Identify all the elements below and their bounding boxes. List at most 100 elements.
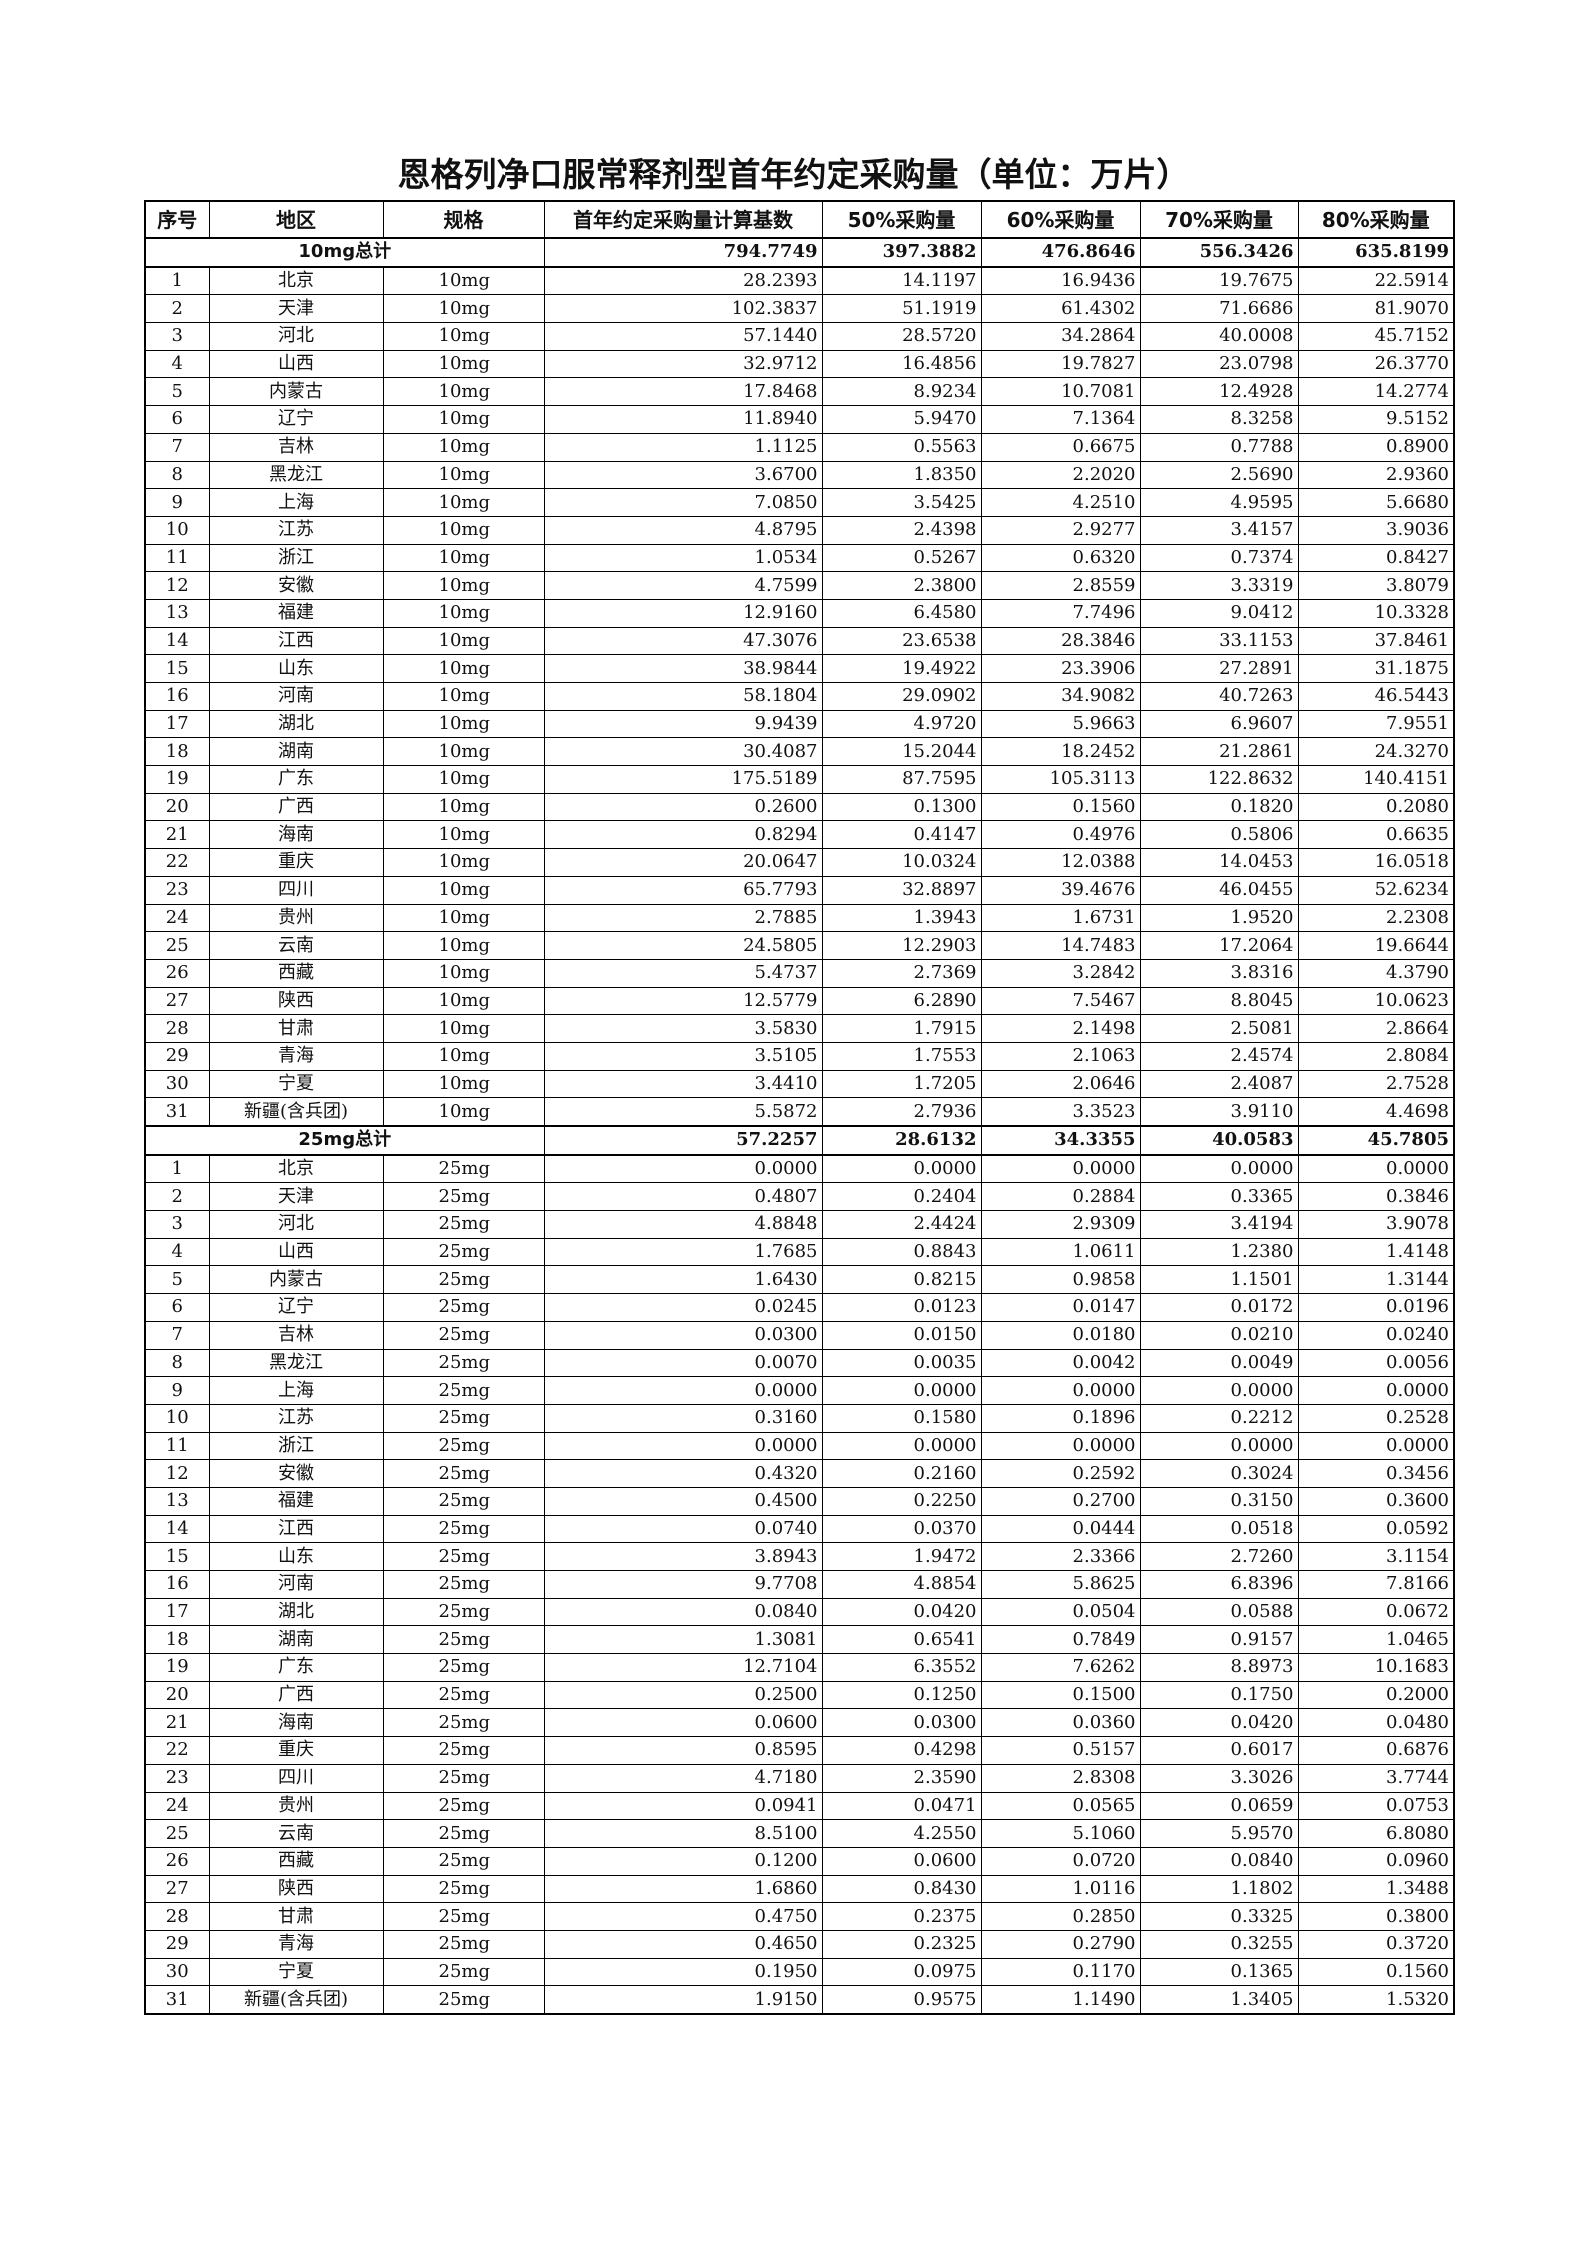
region-cell: 广东 (208, 765, 384, 794)
value-cell: 6.8396 (1139, 1570, 1299, 1599)
value-cell: 0.0000 (543, 1431, 823, 1461)
subtotal-label: 25mg总计 (144, 1125, 545, 1156)
subtotal-value: 556.3426 (1139, 237, 1299, 268)
value-cell: 3.4194 (1139, 1210, 1299, 1239)
value-cell: 5.9470 (821, 405, 982, 434)
value-cell: 39.4676 (980, 875, 1141, 905)
row-number: 18 (144, 737, 210, 767)
region-cell: 青海 (208, 1041, 384, 1071)
value-cell: 1.0611 (980, 1237, 1141, 1267)
value-cell: 1.7685 (543, 1237, 823, 1267)
value-cell: 3.6700 (543, 460, 823, 490)
value-cell: 0.0600 (821, 1846, 982, 1876)
spec-cell: 25mg (382, 1459, 545, 1488)
row-number: 15 (144, 654, 210, 683)
value-cell: 122.8632 (1139, 765, 1299, 794)
region-cell: 云南 (208, 931, 384, 960)
row-number: 23 (144, 1763, 210, 1793)
region-cell: 河北 (208, 1210, 384, 1239)
region-cell: 重庆 (208, 848, 384, 877)
region-cell: 黑龙江 (208, 1348, 384, 1378)
value-cell: 18.2452 (980, 737, 1141, 767)
value-cell: 0.1750 (1139, 1680, 1299, 1710)
value-cell: 4.3790 (1297, 958, 1455, 988)
value-cell: 4.8854 (821, 1570, 982, 1599)
value-cell: 28.5720 (821, 322, 982, 351)
value-cell: 14.1197 (821, 266, 982, 296)
value-cell: 2.5690 (1139, 460, 1299, 490)
value-cell: 4.2510 (980, 488, 1141, 517)
value-cell: 1.1490 (980, 1985, 1141, 2015)
spec-cell: 25mg (382, 1542, 545, 1571)
value-cell: 1.3488 (1297, 1874, 1455, 1904)
value-cell: 0.4147 (821, 820, 982, 850)
table-row: 1 北京 10mg 28.2393 14.1197 16.9436 19.7675 22.59… (144, 266, 1455, 296)
row-number: 6 (144, 1293, 210, 1322)
value-cell: 2.9277 (980, 515, 1141, 545)
region-cell: 湖南 (208, 1625, 384, 1655)
subtotal-value: 40.0583 (1139, 1125, 1299, 1156)
value-cell: 0.0588 (1139, 1597, 1299, 1627)
value-cell: 0.0753 (1297, 1791, 1455, 1821)
row-number: 31 (144, 1985, 210, 2015)
row-number: 27 (144, 986, 210, 1016)
value-cell: 5.4737 (543, 958, 823, 988)
value-cell: 7.9551 (1297, 709, 1455, 739)
value-cell: 0.0975 (821, 1957, 982, 1987)
subtotal-value: 45.7805 (1297, 1125, 1455, 1156)
value-cell: 0.7849 (980, 1625, 1141, 1655)
spec-cell: 10mg (382, 488, 545, 517)
spec-cell: 10mg (382, 737, 545, 767)
value-cell: 0.0000 (980, 1431, 1141, 1461)
row-number: 1 (144, 1154, 210, 1184)
row-number: 3 (144, 322, 210, 351)
row-number: 25 (144, 931, 210, 960)
value-cell: 65.7793 (543, 875, 823, 905)
spec-cell: 10mg (382, 626, 545, 656)
page-title: 恩格列净口服常释剂型首年约定采购量（单位：万片） (397, 155, 1190, 194)
value-cell: 5.9570 (1139, 1819, 1299, 1848)
value-cell: 0.2250 (821, 1486, 982, 1516)
value-cell: 1.1802 (1139, 1874, 1299, 1904)
value-cell: 0.0147 (980, 1293, 1141, 1322)
value-cell: 0.4976 (980, 820, 1141, 850)
value-cell: 51.1919 (821, 294, 982, 324)
value-cell: 14.2774 (1297, 377, 1455, 407)
spec-cell: 25mg (382, 1902, 545, 1931)
value-cell: 33.1153 (1139, 626, 1299, 656)
row-number: 21 (144, 820, 210, 850)
value-cell: 46.5443 (1297, 682, 1455, 711)
procurement-table: 序号 地区 规格 首年约定采购量计算基数 50%采购量 60%采购量 70%采购量 80%采购… (144, 200, 1455, 2015)
row-number: 1 (144, 266, 210, 296)
value-cell: 8.8045 (1139, 986, 1299, 1016)
value-cell: 12.4928 (1139, 377, 1299, 407)
value-cell: 12.0388 (980, 848, 1141, 877)
value-cell: 8.8973 (1139, 1653, 1299, 1682)
value-cell: 1.6860 (543, 1874, 823, 1904)
value-cell: 0.0245 (543, 1293, 823, 1322)
value-cell: 1.7915 (821, 1014, 982, 1043)
region-cell: 甘肃 (208, 1902, 384, 1931)
table-row: 3 河北 10mg 57.1440 28.5720 34.2864 40.0008 45.71… (144, 322, 1455, 351)
value-cell: 7.0850 (543, 488, 823, 517)
value-cell: 3.1154 (1297, 1542, 1455, 1571)
value-cell: 0.0565 (980, 1791, 1141, 1821)
row-number: 10 (144, 515, 210, 545)
table-row: 20 广西 10mg 0.2600 0.1300 0.1560 0.1820 0.2080 (144, 792, 1455, 822)
value-cell: 1.3405 (1139, 1985, 1299, 2015)
value-cell: 3.8316 (1139, 958, 1299, 988)
region-cell: 浙江 (208, 1431, 384, 1461)
value-cell: 0.8843 (821, 1237, 982, 1267)
spec-cell: 25mg (382, 1154, 545, 1184)
spec-cell: 25mg (382, 1653, 545, 1682)
table-row: 7 吉林 10mg 1.1125 0.5563 0.6675 0.7788 0.8900 (144, 432, 1455, 462)
value-cell: 6.8080 (1297, 1819, 1455, 1848)
table-row: 25 云南 25mg 8.5100 4.2550 5.1060 5.9570 6.8080 (144, 1819, 1455, 1848)
region-cell: 四川 (208, 875, 384, 905)
value-cell: 0.2528 (1297, 1403, 1455, 1433)
value-cell: 0.0444 (980, 1514, 1141, 1544)
table-row: 29 青海 10mg 3.5105 1.7553 2.1063 2.4574 2.8084 (144, 1041, 1455, 1071)
region-cell: 江苏 (208, 1403, 384, 1433)
spec-cell: 25mg (382, 1570, 545, 1599)
table-row: 19 广东 25mg 12.7104 6.3552 7.6262 8.8973 10.1683 (144, 1653, 1455, 1682)
